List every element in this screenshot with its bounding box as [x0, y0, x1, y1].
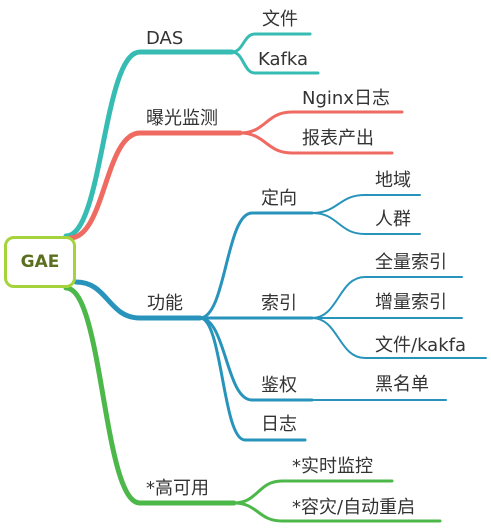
connector-kafka	[230, 50, 320, 75]
node-targeting[interactable]: 定向	[261, 188, 297, 209]
node-index[interactable]: 索引	[261, 293, 297, 314]
node-report-output[interactable]: 报表产出	[302, 128, 374, 149]
node-realtime-monitoring[interactable]: *实时监控	[292, 456, 373, 477]
node-incremental-index[interactable]: 增量索引	[375, 292, 447, 313]
connector-full-index	[311, 276, 463, 319]
branch-features[interactable]: 功能	[147, 293, 183, 314]
node-auth[interactable]: 鉴权	[261, 375, 297, 396]
connector-exposure	[67, 130, 243, 241]
connector-targeting	[198, 211, 314, 320]
connector-das	[63, 49, 235, 239]
node-file[interactable]: 文件	[262, 9, 298, 30]
node-region[interactable]: 地域	[375, 170, 411, 191]
connector-auth	[198, 316, 314, 402]
node-kafka[interactable]: Kafka	[258, 49, 308, 70]
connector-disaster	[232, 501, 442, 523]
branch-high-availability[interactable]: *高可用	[146, 478, 209, 499]
node-audience[interactable]: 人群	[375, 209, 411, 230]
connector-region	[311, 194, 421, 214]
node-disaster-recovery[interactable]: *容灾/自动重启	[292, 497, 416, 518]
connector-ha	[63, 285, 237, 506]
node-log[interactable]: 日志	[261, 414, 297, 435]
node-nginx-log[interactable]: Nginx日志	[302, 88, 390, 109]
connector-features	[73, 279, 203, 321]
node-blacklist[interactable]: 黑名单	[375, 374, 429, 395]
connector-report	[238, 131, 394, 155]
connector-audience	[311, 212, 421, 235]
connector-log	[198, 316, 307, 442]
root-label: GAE	[20, 252, 60, 272]
root-node[interactable]: GAE	[4, 236, 76, 288]
branch-das[interactable]: DAS	[146, 28, 184, 49]
connector-file-kafka	[311, 317, 487, 359]
node-full-index[interactable]: 全量索引	[375, 252, 447, 273]
branch-exposure-monitoring[interactable]: 曝光监测	[146, 108, 218, 129]
node-file-kafka[interactable]: 文件/kakfa	[375, 335, 466, 356]
